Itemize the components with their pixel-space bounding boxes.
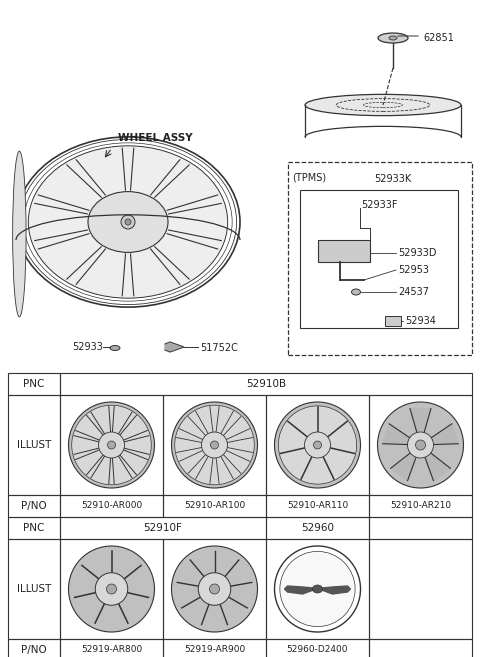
Bar: [300, 190, 458, 328]
Bar: [369, 495, 472, 517]
Text: 52910-AR110: 52910-AR110: [287, 501, 348, 510]
Circle shape: [107, 584, 117, 594]
Text: P/NO: P/NO: [21, 501, 47, 511]
Bar: [60, 639, 163, 657]
Bar: [8, 373, 60, 395]
Text: 52960-D2400: 52960-D2400: [287, 645, 348, 654]
Bar: [266, 495, 369, 517]
Ellipse shape: [110, 346, 120, 350]
Bar: [385, 316, 401, 326]
Ellipse shape: [378, 33, 408, 43]
Text: PNC: PNC: [24, 523, 45, 533]
Bar: [163, 639, 266, 657]
Bar: [60, 395, 163, 495]
Bar: [369, 539, 472, 639]
Polygon shape: [285, 586, 313, 594]
Text: 52933: 52933: [72, 342, 103, 352]
Bar: [288, 162, 472, 355]
Bar: [163, 495, 266, 517]
Text: ILLUST: ILLUST: [17, 440, 51, 450]
Text: 52933K: 52933K: [374, 174, 412, 184]
Bar: [8, 395, 60, 495]
Ellipse shape: [408, 432, 433, 458]
Text: 52933D: 52933D: [398, 248, 436, 258]
Polygon shape: [322, 586, 350, 594]
Ellipse shape: [95, 573, 128, 605]
Ellipse shape: [351, 289, 360, 295]
Ellipse shape: [69, 546, 155, 632]
Ellipse shape: [88, 192, 168, 252]
Bar: [369, 639, 472, 657]
Ellipse shape: [377, 402, 464, 488]
Text: P/NO: P/NO: [21, 645, 47, 655]
Text: 52910B: 52910B: [246, 379, 286, 389]
Bar: [8, 639, 60, 657]
Text: 52953: 52953: [398, 265, 429, 275]
Ellipse shape: [198, 573, 231, 605]
Polygon shape: [425, 453, 450, 480]
Bar: [163, 395, 266, 495]
Circle shape: [313, 441, 322, 449]
Text: ILLUST: ILLUST: [17, 584, 51, 594]
Bar: [266, 539, 369, 639]
Ellipse shape: [389, 36, 397, 40]
Bar: [60, 373, 472, 395]
Bar: [8, 517, 60, 539]
Circle shape: [416, 440, 425, 450]
Bar: [8, 495, 60, 517]
Ellipse shape: [280, 551, 355, 627]
Ellipse shape: [171, 402, 257, 488]
Ellipse shape: [275, 402, 360, 488]
Bar: [266, 395, 369, 495]
Bar: [163, 539, 266, 639]
Ellipse shape: [312, 585, 323, 593]
Circle shape: [121, 215, 135, 229]
Bar: [266, 639, 369, 657]
Ellipse shape: [28, 146, 228, 298]
Bar: [369, 517, 472, 539]
Bar: [60, 517, 266, 539]
Bar: [60, 495, 163, 517]
Text: 62851: 62851: [423, 33, 454, 43]
Bar: [369, 395, 472, 495]
Ellipse shape: [171, 546, 257, 632]
Bar: [8, 539, 60, 639]
Polygon shape: [431, 424, 458, 445]
Text: 52960: 52960: [301, 523, 334, 533]
Text: 52919-AR800: 52919-AR800: [81, 645, 142, 654]
Polygon shape: [165, 342, 184, 352]
Text: 52910-AR100: 52910-AR100: [184, 501, 245, 510]
Text: 52910F: 52910F: [144, 523, 182, 533]
Text: 52934: 52934: [405, 316, 436, 326]
Circle shape: [108, 441, 116, 449]
Ellipse shape: [69, 402, 155, 488]
Text: WHEEL ASSY: WHEEL ASSY: [118, 133, 192, 143]
Text: 52910-AR210: 52910-AR210: [390, 501, 451, 510]
Circle shape: [125, 219, 131, 225]
Bar: [60, 539, 163, 639]
Text: 24537: 24537: [398, 287, 429, 297]
Ellipse shape: [175, 405, 254, 485]
Text: PNC: PNC: [24, 379, 45, 389]
Ellipse shape: [304, 432, 331, 458]
Circle shape: [211, 441, 218, 449]
Ellipse shape: [12, 151, 26, 317]
Text: 52910-AR000: 52910-AR000: [81, 501, 142, 510]
Text: 51752C: 51752C: [200, 343, 238, 353]
Circle shape: [209, 584, 219, 594]
Text: (TPMS): (TPMS): [292, 172, 326, 182]
Bar: [266, 517, 369, 539]
Polygon shape: [410, 409, 431, 432]
Polygon shape: [383, 424, 410, 445]
Ellipse shape: [72, 405, 151, 485]
Polygon shape: [391, 453, 416, 480]
Text: 52933F: 52933F: [361, 200, 397, 210]
Bar: [318, 240, 370, 262]
Ellipse shape: [202, 432, 228, 458]
Ellipse shape: [278, 406, 357, 484]
Text: 52919-AR900: 52919-AR900: [184, 645, 245, 654]
Ellipse shape: [305, 95, 461, 116]
Ellipse shape: [98, 432, 124, 458]
